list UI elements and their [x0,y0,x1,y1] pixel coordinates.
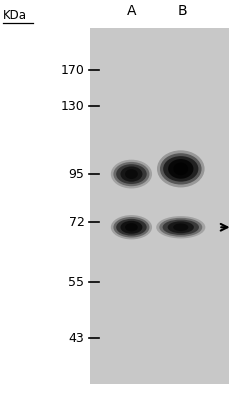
Ellipse shape [125,223,138,232]
Text: 170: 170 [61,64,84,77]
Text: 130: 130 [61,100,84,113]
Text: B: B [177,4,187,18]
Ellipse shape [163,156,198,182]
Ellipse shape [168,159,194,179]
Text: A: A [127,4,136,18]
Ellipse shape [120,221,143,234]
Ellipse shape [116,219,147,236]
Text: 55: 55 [68,276,84,288]
Ellipse shape [156,216,205,238]
Ellipse shape [120,166,143,182]
Text: 43: 43 [69,332,84,344]
Ellipse shape [125,169,138,179]
Text: 72: 72 [69,216,84,228]
Ellipse shape [111,160,152,188]
Ellipse shape [116,164,147,184]
Ellipse shape [173,162,188,175]
FancyBboxPatch shape [90,28,229,384]
Ellipse shape [160,153,202,184]
Ellipse shape [173,224,188,231]
Text: 95: 95 [69,168,84,180]
Ellipse shape [111,215,152,240]
Ellipse shape [157,150,205,188]
Ellipse shape [159,218,202,237]
Ellipse shape [168,221,194,233]
Ellipse shape [114,162,149,186]
Ellipse shape [163,220,199,235]
Text: KDa: KDa [3,9,27,22]
Ellipse shape [114,217,149,238]
